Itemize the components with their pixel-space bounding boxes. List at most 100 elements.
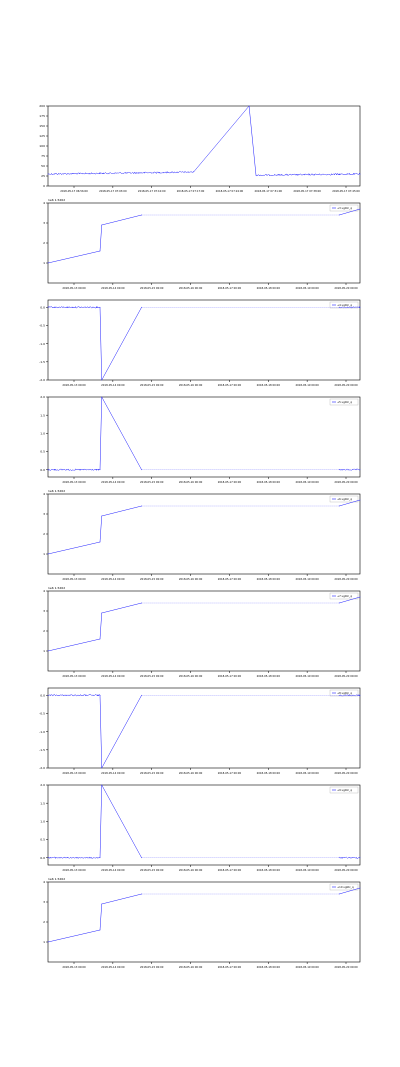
x-tick-label: 2018-05-19 00:00 bbox=[295, 771, 319, 775]
chart-panel-5: 1 2 3 4 2018-05-13 00:00 2018-05-14 00:00 2018… bbox=[43, 489, 361, 581]
data-point bbox=[101, 379, 103, 381]
y-tick-label: -1.0 bbox=[39, 342, 45, 346]
legend-box bbox=[329, 398, 359, 406]
data-point bbox=[338, 505, 340, 507]
data-point bbox=[338, 602, 340, 604]
x-tick-label: 2018-05-17 00:00 bbox=[218, 965, 242, 969]
data-point bbox=[99, 250, 101, 252]
x-tick-label: 2018-05-14 00:00 bbox=[101, 674, 125, 678]
series-segment bbox=[101, 307, 142, 381]
axes-frame bbox=[47, 105, 361, 187]
series-segment bbox=[339, 694, 361, 697]
x-tick-label: 2018-05-20 00:00 bbox=[334, 577, 358, 581]
y-tick-label: 4 bbox=[43, 201, 45, 205]
x-tick-label: 2018-05-17 00:00 bbox=[218, 383, 242, 387]
x-tick-label: 2018-05-20 00:00 bbox=[334, 965, 358, 969]
series-segment bbox=[47, 694, 101, 697]
y-tick-label: 150 bbox=[39, 124, 45, 128]
y-tick-label: 1 bbox=[43, 940, 45, 944]
y-tick-label: 0.5 bbox=[40, 838, 45, 842]
data-point bbox=[359, 208, 361, 210]
data-point bbox=[141, 602, 142, 604]
y-tick-label: 0.0 bbox=[40, 693, 45, 697]
data-point bbox=[359, 306, 361, 308]
legend-label: +6 ugbtc_q bbox=[337, 497, 352, 501]
legend-label: +5 ugbtc_q bbox=[337, 400, 352, 404]
series-segment bbox=[255, 172, 361, 177]
x-tick-label: 2018-05-16 00:00 bbox=[179, 286, 203, 290]
data-point bbox=[141, 172, 142, 174]
x-tick-label: 2018-05-15 00:00 bbox=[140, 480, 164, 484]
x-tick-label: 2018-05-16 00:00 bbox=[179, 674, 203, 678]
x-tick-label: 2018-05-19 00:00 bbox=[295, 868, 319, 872]
y-tick-label: 3 bbox=[43, 512, 45, 516]
data-point bbox=[101, 903, 103, 905]
y-tick-label: 1.0 bbox=[40, 820, 45, 824]
x-tick-label: 2018-05-16 00:00 bbox=[179, 383, 203, 387]
legend: +8 ugbtc_q bbox=[329, 689, 359, 697]
axes-frame bbox=[47, 687, 361, 769]
data-point bbox=[47, 650, 49, 652]
legend-label: +9 ugbtc_q bbox=[337, 788, 352, 792]
data-point bbox=[99, 469, 101, 471]
series-segment bbox=[47, 541, 101, 555]
legend: +10 ugbtc_q bbox=[329, 883, 359, 891]
x-tick-label: 2018-05-16 00:00 bbox=[179, 480, 203, 484]
x-tick-label: 2018-05-20 00:00 bbox=[334, 674, 358, 678]
data-point bbox=[338, 857, 340, 859]
x-tick-label: 2018-05-14 00:00 bbox=[101, 965, 125, 969]
y-tick-label: 25 bbox=[41, 174, 45, 178]
x-tick-label: 2018-05-17 07:24:00 bbox=[216, 189, 244, 193]
legend-label: +8 ugbtc_q bbox=[337, 691, 352, 695]
x-tick-label: 2018-05-16 00:00 bbox=[179, 771, 203, 775]
data-point bbox=[338, 306, 340, 308]
y-tick-label: 1.5 bbox=[40, 801, 45, 805]
chart-panel-1: 0 25 50 75 100 125 150 175 200 2018-05-17 06:56:0… bbox=[39, 104, 361, 193]
x-tick-label: 2018-05-17 07:31:00 bbox=[255, 189, 283, 193]
x-tick-label: 2018-05-19 00:00 bbox=[295, 577, 319, 581]
series-segment bbox=[248, 105, 257, 176]
y-tick-label: 0.0 bbox=[40, 468, 45, 472]
series-segment bbox=[339, 499, 361, 507]
y-tick-label: 75 bbox=[41, 154, 45, 158]
x-tick-label: 2018-05-17 07:17:00 bbox=[177, 189, 205, 193]
y-tick-label: 0.5 bbox=[40, 450, 45, 454]
x-tick-label: 2018-05-14 00:00 bbox=[101, 868, 125, 872]
y-tick-label: -0.5 bbox=[39, 712, 45, 716]
y-tick-label: -1.5 bbox=[39, 360, 45, 364]
x-tick-label: 2018-05-18 00:00 bbox=[257, 868, 281, 872]
y-tick-label: 1 bbox=[43, 649, 45, 653]
offset-text: 1e6 1.5262 bbox=[48, 198, 65, 202]
x-tick-label: 2018-05-18 00:00 bbox=[257, 674, 281, 678]
series-segment bbox=[47, 305, 101, 309]
data-point bbox=[99, 857, 101, 859]
offset-text: 1e6 1.5262 bbox=[48, 489, 65, 493]
data-point bbox=[47, 173, 49, 175]
x-tick-label: 2018-05-15 00:00 bbox=[140, 771, 164, 775]
legend-box bbox=[329, 786, 359, 794]
legend: +4 ugbtc_q bbox=[329, 301, 359, 309]
x-tick-label: 2018-05-16 00:00 bbox=[179, 965, 203, 969]
y-tick-label: 1 bbox=[43, 261, 45, 265]
x-tick-label: 2018-05-13 00:00 bbox=[62, 383, 86, 387]
x-tick-label: 2018-05-13 00:00 bbox=[62, 868, 86, 872]
series-segment bbox=[101, 214, 142, 226]
y-tick-label: -1.5 bbox=[39, 748, 45, 752]
series-segment bbox=[101, 602, 142, 614]
series-segment bbox=[339, 468, 361, 471]
data-point bbox=[99, 541, 101, 543]
data-point bbox=[47, 469, 49, 471]
y-tick-label: 0.0 bbox=[40, 305, 45, 309]
x-tick-label: 2018-05-18 00:00 bbox=[257, 771, 281, 775]
legend-box bbox=[329, 204, 359, 212]
data-point bbox=[47, 553, 49, 555]
y-tick-label: 3 bbox=[43, 900, 45, 904]
x-tick-label: 2018-05-15 00:00 bbox=[140, 286, 164, 290]
data-point bbox=[141, 469, 142, 471]
data-point bbox=[47, 857, 49, 859]
data-point bbox=[99, 306, 101, 308]
x-tick-label: 2018-05-17 07:45:00 bbox=[332, 189, 360, 193]
y-tick-label: -0.5 bbox=[39, 324, 45, 328]
x-tick-label: 2018-05-20 00:00 bbox=[334, 286, 358, 290]
